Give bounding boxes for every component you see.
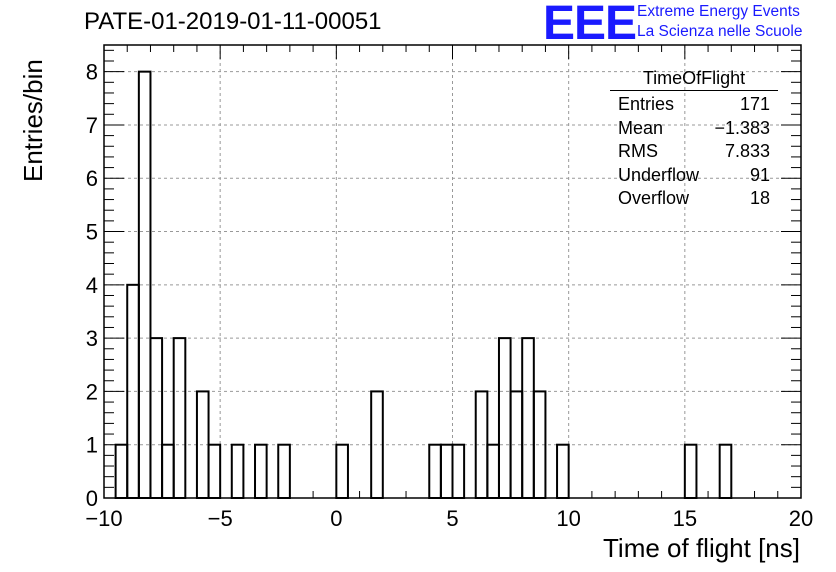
y-tick-label: 2 [86,379,98,404]
x-tick-label: 0 [330,506,342,531]
logo-caption-line2: La Scienza nelle Scuole [637,23,803,40]
histogram-bin [230,443,245,499]
chart-title: PATE-01-2019-01-11-00051 [84,8,382,35]
logo-caption-line1: Extreme Energy Events [637,3,800,20]
stats-label: Entries [618,94,675,114]
x-tick-label: 10 [556,506,580,531]
y-axis-label: Entries/bin [18,59,48,182]
stats-value: 7.833 [724,141,770,161]
stats-label: Underflow [618,164,700,185]
histogram-bin [556,443,570,499]
stats-row-overflow: Overflow 18 [610,187,778,211]
stats-row-underflow: Underflow 91 [610,164,778,188]
histogram-bin [335,443,349,499]
x-tick-label: 15 [673,506,697,531]
histogram-bin [683,443,698,499]
eee-logo: EEE [543,0,637,50]
histogram-bin [172,337,187,499]
x-tick-label: 5 [446,506,458,531]
logo-caption: Extreme Energy Events La Scienza nelle S… [637,2,802,42]
y-tick-label: 3 [86,326,98,351]
y-tick-label: 1 [86,433,98,458]
y-tick-label: 0 [86,486,98,511]
histogram-bin [149,337,164,499]
x-tick-label: 20 [789,506,813,531]
stats-row-entries: Entries 171 [610,93,778,117]
histogram-bin [521,337,535,499]
stats-box: TimeOfFlight Entries 171 Mean −1.383 RMS… [610,68,778,211]
y-tick-label: 5 [86,220,98,245]
histogram-bin [277,443,291,499]
histogram-bin [161,443,175,499]
histogram-bin [254,443,268,499]
x-axis-label: Time of flight [ns] [603,533,800,563]
stats-value: 171 [739,94,770,114]
stats-value: 91 [749,164,770,185]
stats-box-title: TimeOfFlight [610,68,778,91]
histogram-bin [439,443,454,499]
stats-label: Mean [618,117,664,138]
x-tick-label: −5 [208,506,233,531]
axis-ticks [103,45,802,499]
histogram-bin [718,443,733,499]
grid-lines [104,45,801,498]
stats-value: −1.383 [714,117,770,138]
histogram-bin [207,443,222,499]
histogram-bin [114,443,129,499]
y-tick-label: 8 [86,60,98,85]
stats-value: 18 [749,188,770,208]
stats-row-mean: Mean −1.383 [610,117,778,141]
tick-labels: −10 −5 0 5 10 15 20 0 1 2 3 4 5 6 7 8 [85,60,813,531]
histogram-bin [497,337,512,499]
y-tick-label: 7 [86,113,98,138]
histogram-bin [486,443,500,499]
x-tick-label: −10 [85,506,122,531]
histogram-bin [451,443,466,499]
stats-label: RMS [618,141,658,161]
stats-label: Overflow [618,188,690,208]
stats-row-rms: RMS 7.833 [610,140,778,164]
histogram-bin [428,443,442,499]
y-tick-label: 6 [86,166,98,191]
y-tick-label: 4 [86,273,98,298]
